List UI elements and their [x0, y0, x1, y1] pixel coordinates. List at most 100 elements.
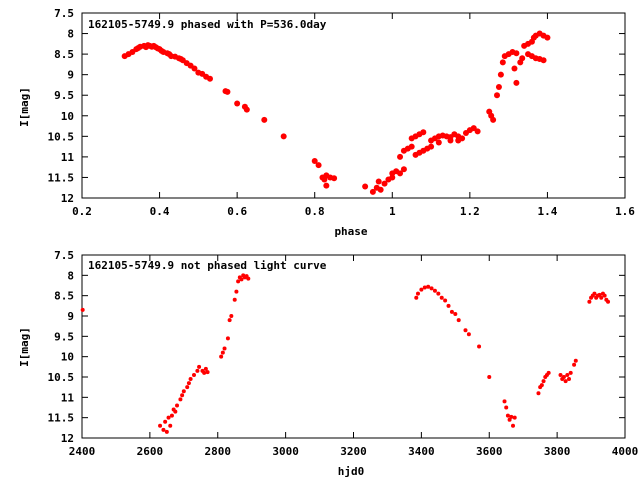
phased-data-point — [243, 106, 250, 113]
phased-data-point — [311, 158, 318, 164]
phased-data-point — [447, 137, 454, 144]
phased-y-tick-label: 9.5 — [54, 89, 74, 102]
phased-data-point — [408, 143, 415, 150]
phased-data-point — [362, 183, 369, 190]
unphased-data-point — [220, 350, 225, 355]
unphased-data-point — [546, 370, 551, 375]
unphased-chart-title: 162105-5749.9 not phased light curve — [88, 259, 327, 272]
unphased-data-point — [185, 385, 190, 390]
phased-data-point — [513, 50, 520, 57]
phased-data-point — [369, 188, 376, 195]
unphased-data-point — [432, 288, 437, 293]
phased-data-point — [511, 65, 518, 72]
phased-chart-title: 162105-5749.9 phased with P=536.0day — [88, 18, 327, 31]
unphased-data-point — [419, 287, 424, 292]
unphased-data-point — [227, 318, 232, 323]
unphased-data-point — [592, 291, 597, 296]
unphased-data-point — [453, 311, 458, 316]
phased-x-tick-label: 1.2 — [460, 205, 480, 218]
unphased-x-tick-label: 3200 — [340, 445, 367, 458]
unphased-data-point — [222, 346, 227, 351]
unphased-data-point — [422, 285, 427, 290]
phased-data-point — [519, 55, 526, 62]
phased-y-tick-label: 8 — [67, 28, 74, 41]
unphased-x-tick-label: 4000 — [612, 445, 639, 458]
unphased-data-point — [239, 277, 244, 282]
phased-x-axis-label: phase — [334, 225, 367, 238]
phased-y-tick-label: 10 — [61, 110, 74, 123]
phased-y-tick-label: 10.5 — [48, 130, 75, 143]
phased-data-point — [490, 116, 497, 123]
phased-data-point — [540, 57, 547, 64]
phased-y-axis-label: I[mag] — [18, 87, 31, 127]
unphased-data-point — [443, 298, 448, 303]
phased-x-tick-label: 0.2 — [72, 205, 92, 218]
phased-data-point — [389, 174, 396, 181]
unphased-data-point — [563, 379, 568, 384]
unphased-data-point — [561, 375, 566, 379]
unphased-data-point — [426, 284, 431, 289]
unphased-y-tick-label: 9.5 — [54, 330, 74, 343]
unphased-data-point — [158, 423, 163, 428]
unphased-data-point — [505, 413, 510, 418]
unphased-data-point — [567, 377, 572, 382]
phased-data-point — [525, 51, 532, 58]
unphased-data-point — [415, 291, 420, 296]
unphased-data-point — [568, 370, 573, 375]
unphased-data-point — [446, 303, 451, 308]
unphased-data-point — [449, 309, 454, 314]
unphased-y-ticks: 7.5 8 8.5 9 9.5 10 10.5 11 11.5 12 — [48, 249, 625, 445]
unphased-y-tick-label: 8 — [67, 269, 74, 282]
phased-data-point — [397, 170, 404, 177]
phased-data-point — [331, 175, 338, 182]
unphased-data-point — [477, 344, 482, 349]
phased-data-point — [206, 75, 213, 82]
phased-y-tick-label: 8.5 — [54, 48, 74, 61]
unphased-data-point — [536, 391, 541, 396]
unphased-data-point — [203, 366, 208, 371]
unphased-data-point — [539, 383, 544, 388]
unphased-data-point — [565, 372, 570, 377]
unphased-data-point — [587, 299, 592, 304]
unphased-data-point — [602, 293, 607, 298]
unphased-data-point — [414, 295, 419, 300]
unphased-y-tick-label: 8.5 — [54, 290, 74, 303]
unphased-data-point — [219, 354, 224, 359]
unphased-x-tick-label: 3400 — [408, 445, 435, 458]
phased-data-point — [397, 153, 404, 160]
unphased-data-point — [205, 370, 210, 375]
unphased-data-point — [599, 295, 604, 300]
unphased-y-axis-label: I[mag] — [18, 327, 31, 367]
phased-chart-frame — [81, 12, 626, 199]
phased-x-tick-label: 1 — [389, 205, 396, 218]
phased-x-tick-label: 0.4 — [150, 205, 170, 218]
unphased-data-point — [186, 381, 191, 386]
unphased-data-point — [163, 419, 168, 424]
unphased-x-tick-label: 2600 — [137, 445, 164, 458]
phased-data-point — [497, 71, 504, 78]
phased-data-point — [377, 186, 384, 193]
phased-data-point — [474, 128, 481, 135]
phased-data-point — [513, 79, 520, 86]
unphased-x-ticks: 2400 2600 2800 3000 3200 3400 3600 3800 4000 — [69, 255, 639, 458]
unphased-data-point — [429, 286, 434, 291]
phased-data-point — [323, 182, 330, 189]
phased-data-point — [261, 116, 268, 123]
unphased-data-point — [502, 399, 507, 404]
unphased-data-point — [512, 415, 517, 420]
unphased-y-tick-label: 11.5 — [48, 412, 75, 425]
phased-data-point — [435, 139, 442, 146]
phased-y-tick-label: 11 — [61, 151, 75, 164]
phased-data-point — [191, 65, 198, 72]
unphased-y-tick-label: 10.5 — [48, 371, 75, 384]
unphased-y-tick-label: 7.5 — [54, 249, 74, 262]
unphased-data-point — [558, 372, 563, 377]
phased-data-point — [234, 100, 241, 107]
unphased-x-tick-label: 3600 — [476, 445, 503, 458]
phased-data-point — [400, 166, 407, 173]
phased-data-point — [224, 88, 231, 95]
unphased-data-point — [175, 403, 180, 408]
unphased-data-point — [197, 364, 202, 369]
unphased-data-point — [487, 375, 492, 379]
